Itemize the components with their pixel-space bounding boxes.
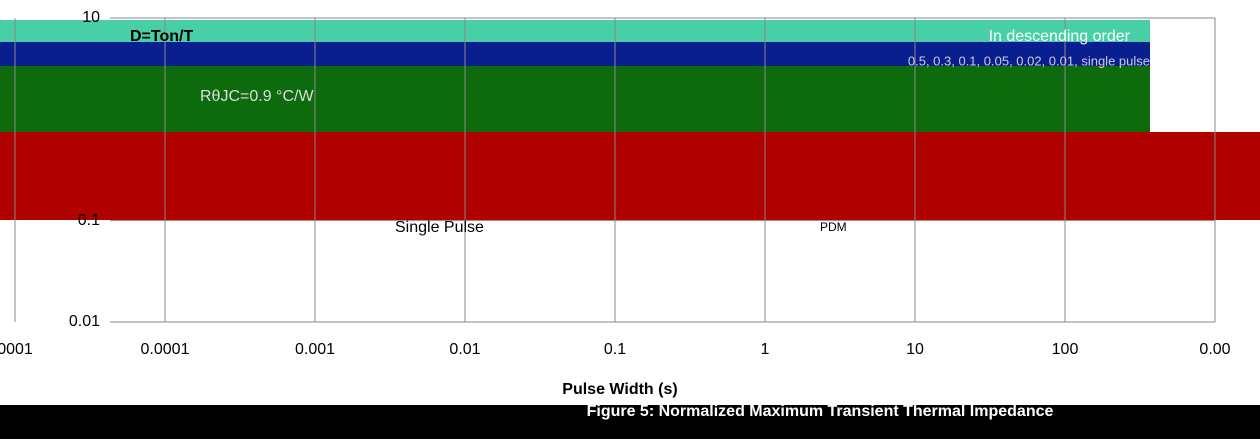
x-tick-label: 0.1 — [604, 341, 626, 358]
band-blue — [0, 42, 1150, 66]
annotation: Single Pulse — [395, 219, 484, 236]
grid — [14, 17, 1216, 323]
x-tick-label: 0.00 — [1199, 341, 1230, 358]
annotation: In descending order — [989, 28, 1131, 45]
band-red — [0, 132, 1260, 220]
y-tick-label: 0.1 — [78, 212, 100, 229]
band-green — [0, 66, 1150, 132]
x-tick-label: 0.001 — [295, 341, 335, 358]
x-tick-label: 0.0001 — [141, 341, 190, 358]
annotation: PDM — [820, 220, 847, 234]
footer-bar — [0, 405, 1260, 439]
x-tick-label: 100 — [1052, 341, 1079, 358]
y-tick-label: 0.01 — [69, 313, 100, 330]
y-tick-label: 10 — [82, 9, 100, 26]
x-tick-label: 1 — [761, 341, 770, 358]
x-tick-label: 0001 — [0, 341, 33, 358]
x-tick-label: 10 — [906, 341, 924, 358]
band-teal — [0, 20, 1150, 42]
annotation: 0.5, 0.3, 0.1, 0.05, 0.02, 0.01, single … — [908, 53, 1150, 68]
annotation: RθJC=0.9 °C/W — [200, 88, 314, 105]
x-axis-label: Pulse Width (s) — [562, 381, 677, 398]
x-tick-label: 0.01 — [449, 341, 480, 358]
chart-title: Figure 5: Normalized Maximum Transient T… — [587, 403, 1054, 420]
annotation: D=Ton/T — [130, 28, 193, 45]
